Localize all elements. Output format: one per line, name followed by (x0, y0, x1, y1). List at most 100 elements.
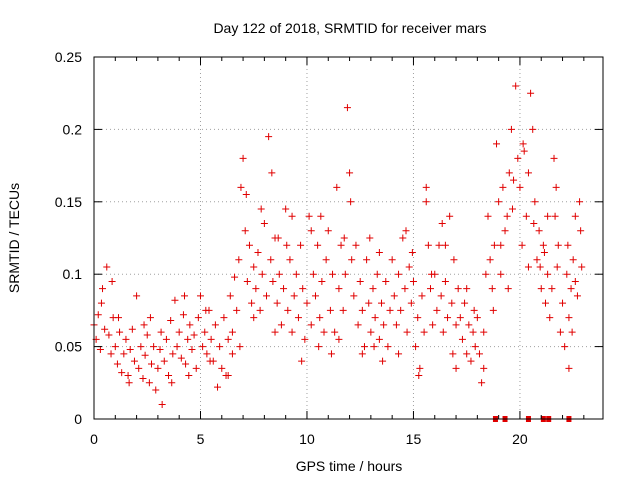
data-point (576, 198, 584, 206)
data-point (429, 321, 437, 329)
data-point (395, 350, 403, 358)
data-point (143, 331, 151, 339)
data-point (422, 198, 430, 206)
data-point (571, 277, 579, 285)
data-point (408, 248, 416, 256)
data-point (280, 285, 288, 293)
data-point (386, 306, 394, 314)
data-point (358, 306, 366, 314)
grid (94, 57, 603, 419)
data-point (243, 277, 251, 285)
data-point (107, 350, 115, 358)
data-point (561, 343, 569, 351)
data-point (252, 285, 260, 293)
data-point (158, 401, 166, 409)
data-point (340, 234, 348, 242)
data-point (254, 248, 262, 256)
data-point (343, 104, 351, 112)
data-point (171, 296, 179, 304)
data-point (488, 285, 496, 293)
data-point (241, 227, 249, 235)
data-point (288, 212, 296, 220)
data-point (218, 364, 226, 372)
data-point (299, 285, 307, 293)
data-point (154, 364, 162, 372)
data-point (108, 277, 116, 285)
data-point (274, 234, 282, 242)
data-point (175, 328, 183, 336)
data-point (268, 169, 276, 177)
x-axis-label: GPS time / hours (296, 458, 403, 474)
data-point (571, 212, 579, 220)
data-point (518, 241, 526, 249)
data-point (282, 205, 290, 213)
data-point (567, 285, 575, 293)
data-point (226, 292, 234, 300)
data-point (173, 343, 181, 351)
data-point (480, 364, 488, 372)
data-point (439, 328, 447, 336)
data-point (237, 183, 245, 191)
x-tick-label: 15 (406, 431, 422, 447)
data-point (233, 306, 241, 314)
data-point (301, 335, 309, 343)
data-point (539, 241, 547, 249)
data-point (370, 343, 378, 351)
data-point (168, 379, 176, 387)
data-point (145, 379, 153, 387)
data-point (519, 140, 527, 148)
data-point (105, 331, 113, 339)
data-point (146, 314, 154, 322)
data-point (366, 234, 374, 242)
data-point (235, 256, 243, 264)
data-point (360, 343, 368, 351)
data-point (305, 212, 313, 220)
data-point (428, 270, 436, 278)
data-point (288, 328, 296, 336)
data-point (284, 306, 292, 314)
data-point (577, 227, 585, 235)
data-point (327, 350, 335, 358)
data-point (484, 212, 492, 220)
data-point (486, 256, 494, 264)
data-point (497, 241, 505, 249)
data-point (405, 263, 413, 271)
data-point (448, 299, 456, 307)
data-point (192, 364, 200, 372)
data-point (335, 335, 343, 343)
data-point (475, 350, 483, 358)
data-point (148, 360, 156, 368)
data-point (179, 311, 187, 319)
data-point (256, 306, 264, 314)
data-point (454, 285, 462, 293)
data-point (569, 256, 577, 264)
data-point (263, 292, 271, 300)
data-point (114, 314, 122, 322)
data-points (90, 82, 586, 409)
data-point (150, 343, 158, 351)
data-point (426, 285, 434, 293)
data-point (512, 82, 520, 90)
data-point (307, 227, 315, 235)
data-point (258, 270, 266, 278)
data-point (437, 292, 445, 300)
data-point (337, 241, 345, 249)
data-point (283, 241, 291, 249)
data-point (335, 285, 343, 293)
data-point (382, 277, 390, 285)
data-point (390, 292, 398, 300)
data-point (530, 220, 538, 228)
data-point (309, 270, 317, 278)
data-point (128, 325, 136, 333)
data-point (124, 372, 132, 380)
data-point (540, 248, 548, 256)
data-point (544, 270, 552, 278)
data-point (101, 325, 109, 333)
data-point (380, 321, 388, 329)
data-point (395, 270, 403, 278)
data-point (541, 299, 549, 307)
data-point (469, 328, 477, 336)
data-point (363, 256, 371, 264)
data-point (501, 227, 509, 235)
data-point (450, 256, 458, 264)
